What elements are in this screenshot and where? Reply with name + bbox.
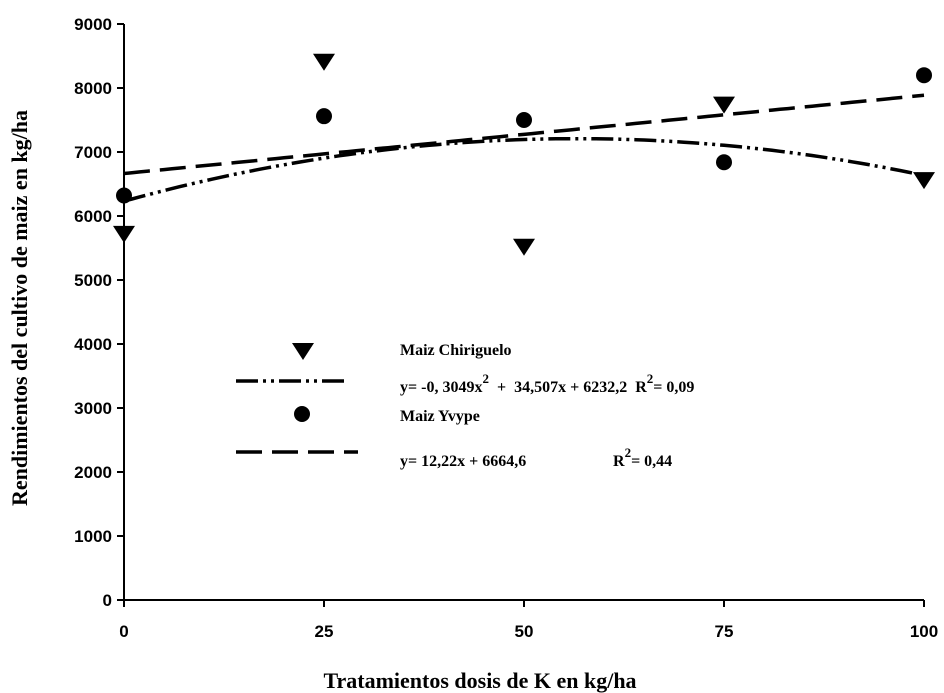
y-tick-label: 1000 bbox=[74, 527, 112, 546]
x-axis-title: Tratamientos dosis de K en kg/ha bbox=[323, 668, 636, 693]
eq1-exp: 2 bbox=[482, 371, 489, 386]
legend-r2-yvype: R2= 0,44 bbox=[613, 445, 672, 470]
eq1-r2-value: = 0,09 bbox=[653, 379, 694, 396]
legend: Maiz Chiriguelo y= -0, 3049x2 + 34,507x … bbox=[236, 342, 694, 470]
y-tick-label: 6000 bbox=[74, 207, 112, 226]
legend-marker-chiriguelo bbox=[292, 343, 314, 360]
eq1-r2-exp: 2 bbox=[647, 371, 654, 386]
legend-equation-chiriguelo: y= -0, 3049x2 + 34,507x + 6232,2 R2= 0,0… bbox=[400, 371, 694, 396]
data-point-maiz-yvype bbox=[116, 187, 132, 204]
x-tick-label: 25 bbox=[315, 622, 334, 641]
y-tick-label: 3000 bbox=[74, 399, 112, 418]
x-tick-label: 75 bbox=[715, 622, 734, 641]
eq1-rest: + 34,507x + 6232,2 R bbox=[489, 379, 647, 396]
data-point-maiz-yvype bbox=[916, 67, 932, 84]
data-point-maiz-yvype bbox=[516, 112, 532, 128]
y-tick-label: 7000 bbox=[74, 143, 112, 162]
legend-label-chiriguelo: Maiz Chiriguelo bbox=[400, 342, 512, 359]
data-point-maiz-yvype bbox=[716, 154, 732, 171]
data-point-maiz-chiriguelo bbox=[313, 53, 335, 71]
trendline-maiz-chiriguelo bbox=[123, 136, 925, 203]
legend-label-yvype: Maiz Yvype bbox=[400, 408, 480, 425]
y-tick-label: 9000 bbox=[74, 15, 112, 34]
eq2-r2-value: = 0,44 bbox=[631, 453, 672, 470]
eq2-r2-label: R bbox=[613, 453, 625, 470]
x-tick-label: 100 bbox=[910, 622, 938, 641]
y-axis-title: Rendimientos del cultivo de maiz en kg/h… bbox=[7, 110, 32, 506]
data-point-maiz-chiriguelo bbox=[113, 225, 135, 243]
x-tick-label: 0 bbox=[119, 622, 128, 641]
trendline-maiz-yvype bbox=[123, 93, 925, 176]
y-tick-label: 5000 bbox=[74, 271, 112, 290]
data-point-maiz-yvype bbox=[316, 108, 332, 125]
y-tick-label: 2000 bbox=[74, 463, 112, 482]
legend-equation-yvype: y= 12,22x + 6664,6 bbox=[400, 453, 526, 470]
y-tick-label: 4000 bbox=[74, 335, 112, 354]
data-point-maiz-chiriguelo bbox=[513, 238, 535, 256]
y-tick-label: 0 bbox=[103, 591, 112, 610]
data-point-maiz-chiriguelo bbox=[913, 172, 935, 190]
legend-marker-yvype bbox=[294, 406, 310, 422]
eq2-r2-exp: 2 bbox=[625, 445, 632, 460]
x-tick-label: 50 bbox=[515, 622, 534, 641]
y-tick-label: 8000 bbox=[74, 79, 112, 98]
eq1-main: y= -0, 3049x bbox=[400, 379, 482, 396]
data-point-maiz-chiriguelo bbox=[713, 96, 735, 114]
